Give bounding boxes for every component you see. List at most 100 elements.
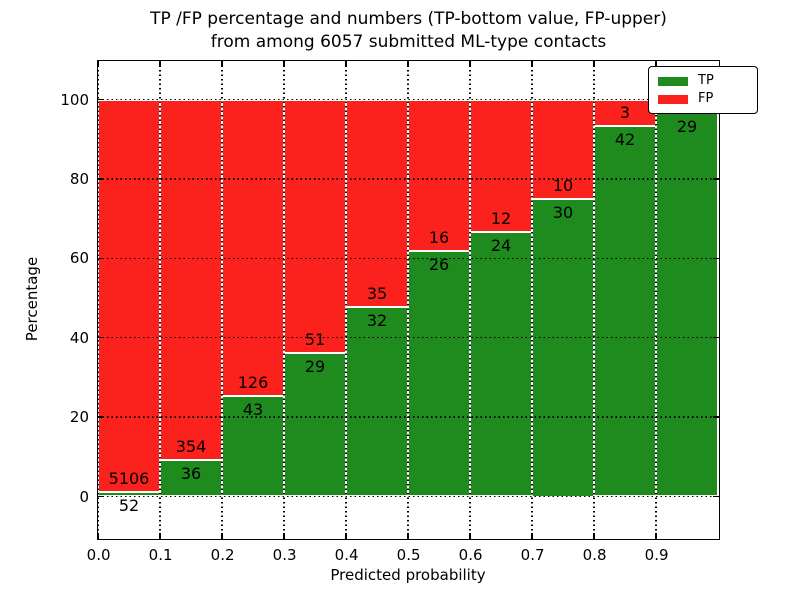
v-gridline bbox=[283, 61, 285, 539]
x-tick-mark bbox=[655, 533, 657, 539]
y-tick-label: 40 bbox=[69, 328, 89, 347]
chart-title: TP /FP percentage and numbers (TP-bottom… bbox=[97, 8, 720, 54]
y-tick-mark bbox=[713, 178, 719, 180]
bar-segment-tp bbox=[532, 198, 594, 497]
tp-count-label: 52 bbox=[118, 496, 140, 516]
tp-count-label: 30 bbox=[552, 202, 574, 222]
tp-count-label: 29 bbox=[304, 356, 326, 376]
fp-count-label: 126 bbox=[237, 372, 269, 392]
fp-count-label: 12 bbox=[490, 208, 512, 228]
x-tick-mark bbox=[531, 533, 533, 539]
tp-count-label: 43 bbox=[242, 399, 264, 419]
x-tick-label: 0.7 bbox=[520, 546, 545, 564]
y-tick-mark bbox=[98, 416, 104, 418]
x-tick-mark bbox=[221, 533, 223, 539]
chart-title-line2: from among 6057 submitted ML-type contac… bbox=[210, 32, 607, 52]
grid-layer bbox=[97, 61, 719, 539]
y-tick-mark bbox=[713, 257, 719, 260]
bar-segment-fp bbox=[470, 99, 532, 232]
fp-count-label: 10 bbox=[552, 175, 574, 195]
v-gridline bbox=[159, 61, 161, 539]
legend-label-fp: FP bbox=[698, 91, 714, 106]
x-tick-mark bbox=[283, 61, 285, 67]
x-tick-mark bbox=[345, 533, 347, 539]
ticks-layer bbox=[97, 61, 719, 539]
v-gridline bbox=[593, 61, 595, 539]
y-tick-mark bbox=[713, 336, 719, 339]
bar-labels-layer: 5106 52 354 36 126 43 51 29 35 32 16 26 12 24 10 30 3 42 2… bbox=[98, 61, 719, 539]
v-gridline bbox=[221, 61, 223, 539]
x-tick-label: 0.4 bbox=[334, 546, 359, 564]
bar-segment-fp bbox=[408, 99, 470, 251]
tp-count-label: 42 bbox=[614, 129, 636, 149]
fp-count-label: 3 bbox=[619, 102, 631, 122]
v-gridline bbox=[345, 61, 347, 539]
bar-segment-fp bbox=[284, 99, 346, 353]
v-gridline bbox=[97, 61, 99, 539]
fp-swatch-icon bbox=[658, 94, 688, 104]
legend: TP FP bbox=[648, 66, 758, 114]
tp-swatch-icon bbox=[658, 76, 688, 86]
x-tick-mark bbox=[531, 61, 533, 67]
tp-count-label: 32 bbox=[366, 310, 388, 330]
fp-count-label: 35 bbox=[366, 283, 388, 303]
y-tick-mark bbox=[98, 178, 104, 180]
x-tick-mark bbox=[159, 61, 161, 67]
x-tick-mark bbox=[593, 533, 595, 539]
v-gridline bbox=[655, 61, 657, 539]
fp-count-label: 51 bbox=[304, 329, 326, 349]
x-tick-label: 0.3 bbox=[272, 546, 297, 564]
x-tick-mark bbox=[469, 61, 471, 67]
fp-count-label: 5106 bbox=[108, 469, 150, 489]
x-tick-label: 0.9 bbox=[644, 546, 669, 564]
x-tick-mark bbox=[593, 61, 595, 67]
x-tick-mark bbox=[97, 533, 99, 539]
x-tick-label: 0.1 bbox=[148, 546, 173, 564]
y-tick-label: 20 bbox=[69, 408, 89, 427]
tp-count-label: 29 bbox=[676, 116, 698, 136]
y-tick-mark bbox=[98, 495, 104, 498]
x-tick-label: 0.6 bbox=[458, 546, 483, 564]
v-gridline bbox=[531, 61, 533, 539]
plot-area: 5106 52 354 36 126 43 51 29 35 32 16 26 12 24 10 30 3 42 2… bbox=[97, 60, 720, 540]
x-tick-mark bbox=[407, 61, 409, 67]
x-tick-label: 0.2 bbox=[210, 546, 235, 564]
tp-count-label: 24 bbox=[490, 235, 512, 255]
y-tick-label: 80 bbox=[69, 170, 89, 188]
x-tick-label: 0.0 bbox=[86, 546, 111, 564]
x-tick-mark bbox=[159, 533, 161, 539]
legend-label-tp: TP bbox=[698, 73, 714, 88]
y-tick-mark bbox=[713, 416, 719, 418]
fp-count-label: 16 bbox=[428, 227, 450, 247]
bar-segment-tp bbox=[656, 112, 718, 497]
bar-segment-fp bbox=[532, 99, 594, 199]
chart-title-line1: TP /FP percentage and numbers (TP-bottom… bbox=[150, 9, 667, 29]
x-tick-mark bbox=[97, 61, 99, 67]
x-axis-label: Predicted probability bbox=[330, 566, 486, 584]
x-tick-label: 0.5 bbox=[396, 546, 421, 564]
y-tick-label: 100 bbox=[60, 90, 89, 109]
y-tick-mark bbox=[98, 98, 104, 101]
tp-count-label: 26 bbox=[428, 254, 450, 274]
y-tick-mark bbox=[713, 495, 719, 498]
x-tick-mark bbox=[345, 61, 347, 67]
x-tick-mark bbox=[283, 533, 285, 539]
legend-row-tp: TP bbox=[658, 72, 748, 90]
x-tick-mark bbox=[221, 61, 223, 67]
y-tick-label: 60 bbox=[69, 249, 89, 268]
x-tick-mark bbox=[655, 61, 657, 67]
bar-segment-fp bbox=[346, 99, 408, 307]
y-tick-mark bbox=[98, 336, 104, 339]
tp-count-label: 36 bbox=[180, 463, 202, 483]
bar-segment-tp bbox=[284, 352, 346, 497]
x-tick-label: 0.8 bbox=[582, 546, 607, 564]
bars-layer bbox=[98, 61, 719, 539]
y-tick-label: 0 bbox=[79, 487, 89, 506]
legend-row-fp: FP bbox=[658, 90, 748, 108]
v-gridline bbox=[469, 61, 471, 539]
v-gridline bbox=[407, 61, 409, 539]
x-tick-mark bbox=[407, 533, 409, 539]
y-tick-mark bbox=[98, 257, 104, 260]
fp-count-label: 354 bbox=[175, 436, 207, 456]
